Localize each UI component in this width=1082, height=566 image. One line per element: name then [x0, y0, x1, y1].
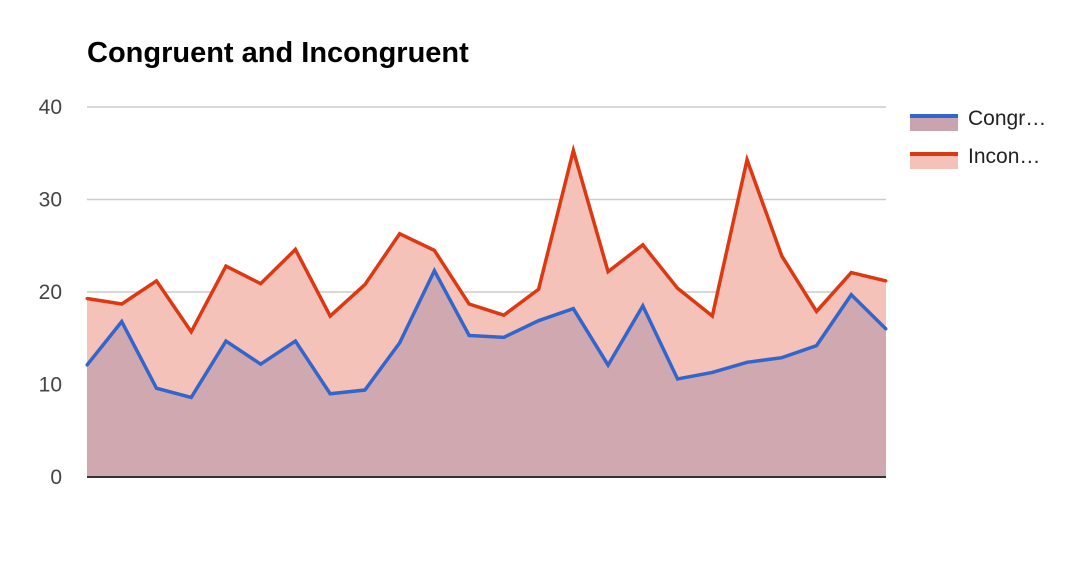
- data-point: [745, 360, 749, 364]
- data-point: [780, 356, 784, 360]
- data-point: [676, 377, 680, 381]
- data-point: [363, 283, 367, 287]
- data-point: [120, 302, 124, 306]
- data-point: [293, 339, 297, 343]
- data-point: [467, 333, 471, 337]
- data-point: [154, 279, 158, 283]
- data-point: [85, 363, 89, 367]
- data-point: [259, 362, 263, 366]
- series-areas: [87, 150, 886, 477]
- data-point: [85, 296, 89, 300]
- y-tick-label: 30: [39, 189, 62, 212]
- data-point: [641, 243, 645, 247]
- data-point: [363, 388, 367, 392]
- data-point: [884, 327, 888, 331]
- legend-swatch-line: [910, 114, 958, 118]
- data-point: [224, 264, 228, 268]
- chart-title: Congruent and Incongruent: [87, 37, 469, 69]
- series-line-1: [86, 143, 887, 336]
- data-point: [398, 341, 402, 345]
- y-tick-label: 0: [50, 466, 62, 489]
- legend-swatch-fill: [910, 156, 958, 169]
- legend-label: Congr…: [968, 107, 1046, 130]
- data-point: [432, 269, 436, 273]
- series-lines: [85, 143, 888, 400]
- data-point: [780, 254, 784, 258]
- series-line-0: [85, 266, 888, 400]
- data-point: [606, 270, 610, 274]
- data-point: [398, 232, 402, 236]
- data-point: [467, 302, 471, 306]
- data-point: [884, 279, 888, 283]
- data-point: [328, 392, 332, 396]
- data-point: [571, 148, 575, 152]
- data-point: [432, 248, 436, 252]
- data-point: [154, 386, 158, 390]
- data-point: [224, 339, 228, 343]
- legend-swatch-line: [910, 152, 958, 156]
- data-point: [537, 287, 541, 291]
- legend-swatch-fill: [910, 118, 958, 131]
- data-point: [815, 344, 819, 348]
- data-point: [641, 304, 645, 308]
- data-point: [745, 158, 749, 162]
- data-point: [259, 282, 263, 286]
- data-point: [815, 309, 819, 313]
- data-point: [849, 293, 853, 297]
- data-point: [189, 330, 193, 334]
- data-point: [502, 313, 506, 317]
- data-point: [502, 335, 506, 339]
- data-point: [676, 286, 680, 290]
- data-point: [710, 314, 714, 318]
- data-point: [189, 395, 193, 399]
- data-point: [120, 320, 124, 324]
- y-axis-tick-labels: 0 10 20 30 40: [39, 96, 62, 489]
- data-point: [710, 370, 714, 374]
- legend: Congr… Incon…: [910, 107, 1046, 169]
- data-point: [606, 363, 610, 367]
- data-point: [849, 271, 853, 275]
- data-point: [571, 307, 575, 311]
- y-tick-label: 20: [39, 281, 62, 304]
- y-tick-label: 40: [39, 96, 62, 119]
- legend-label: Incon…: [968, 145, 1040, 168]
- data-point: [537, 319, 541, 323]
- data-point: [293, 247, 297, 251]
- series-area-0: [87, 270, 886, 477]
- y-tick-label: 10: [39, 374, 62, 397]
- data-point: [328, 314, 332, 318]
